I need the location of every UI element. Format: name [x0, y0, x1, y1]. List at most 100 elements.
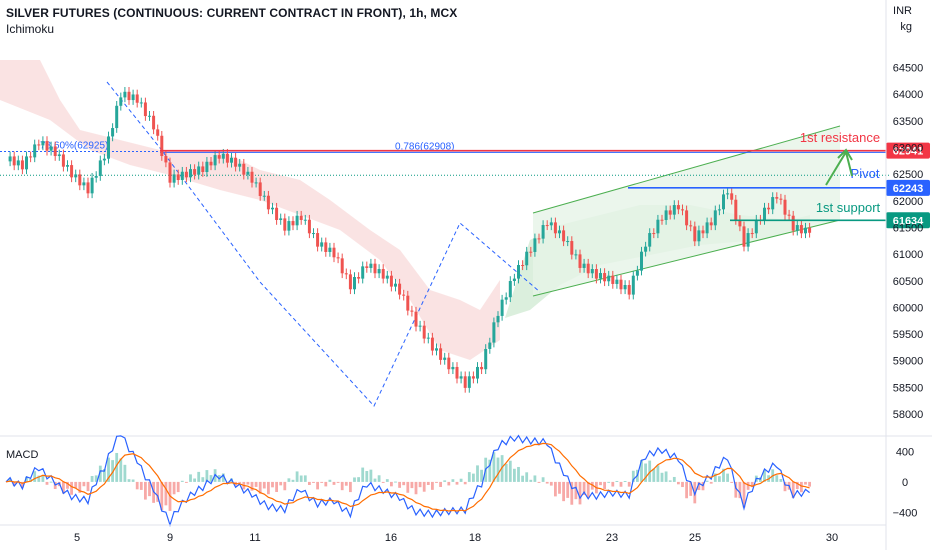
candle-body: [312, 233, 315, 235]
candle-body: [586, 263, 590, 274]
candle-body: [545, 225, 549, 227]
macd-bar: [349, 481, 352, 493]
candle-body: [29, 156, 33, 158]
macd-bar: [410, 481, 414, 489]
macd-bar: [103, 469, 106, 482]
macd-bar: [418, 481, 422, 488]
macd-bar: [533, 475, 537, 482]
macd-bar: [172, 481, 176, 495]
candle-body: [61, 154, 65, 167]
macd-bar: [340, 481, 344, 491]
candle-body: [213, 155, 217, 166]
candle-body: [238, 163, 242, 167]
macd-bar: [574, 481, 578, 500]
candle-body: [418, 325, 422, 327]
macd-bar: [377, 475, 381, 482]
candle-body: [283, 218, 287, 231]
candle-body: [574, 254, 578, 256]
candle-body: [672, 205, 676, 215]
candle-body: [414, 311, 418, 327]
macd-bar: [623, 480, 627, 482]
macd-bar: [513, 468, 516, 482]
macd-bar: [685, 481, 688, 499]
candle-body: [553, 222, 557, 234]
macd-bar: [201, 477, 205, 482]
macd-bar: [808, 481, 811, 487]
macd-bar: [677, 481, 680, 485]
candle-body: [570, 241, 574, 255]
candle-body: [242, 163, 246, 175]
macd-bar: [82, 481, 86, 487]
macd-bar: [443, 480, 447, 482]
candle-body: [180, 171, 184, 181]
candlesticks: [8, 87, 812, 393]
candle-body: [734, 199, 738, 220]
candle-body: [631, 275, 635, 295]
macd-bar: [795, 481, 799, 489]
candle-body: [139, 102, 143, 104]
candle-body: [492, 322, 496, 343]
candle-body: [336, 257, 340, 259]
macd-bar: [570, 481, 574, 505]
macd-bar: [144, 481, 147, 500]
macd-bar: [344, 481, 348, 486]
candle-body: [33, 144, 37, 158]
macd-bar: [37, 475, 41, 482]
macd-bar: [467, 472, 471, 482]
macd-bar: [123, 464, 127, 482]
price-tick: 64000: [893, 89, 924, 101]
macd-bar: [94, 475, 98, 482]
candle-body: [90, 177, 94, 194]
macd-bar: [554, 481, 557, 497]
level-label-1: Pivot: [851, 166, 880, 181]
candle-body: [775, 197, 779, 199]
candle-body: [156, 129, 160, 136]
candle-body: [709, 222, 713, 226]
macd-bar: [180, 480, 184, 482]
candle-body: [369, 263, 373, 268]
candle-body: [693, 226, 697, 242]
macd-bar: [250, 481, 254, 491]
macd-bar: [308, 481, 311, 486]
zigzag-lines: [106, 81, 541, 407]
candle-body: [558, 230, 561, 234]
price-tick: 63500: [893, 116, 924, 128]
candle-body: [230, 157, 233, 163]
candle-body: [275, 207, 279, 220]
candle-body: [262, 195, 266, 197]
macd-bar: [791, 481, 795, 498]
macd-bar: [66, 481, 69, 489]
candle-body: [533, 238, 537, 252]
candle-body: [512, 278, 516, 282]
candle-body: [668, 210, 672, 215]
macd-bar: [422, 481, 426, 492]
macd-bar: [672, 476, 676, 482]
candle-body: [152, 115, 156, 130]
candle-body: [250, 171, 254, 183]
time-tick: 5: [74, 532, 80, 544]
candle-body: [332, 247, 336, 258]
macd-bar: [718, 476, 721, 482]
candle-body: [258, 182, 262, 197]
candle-body: [8, 156, 12, 162]
candle-body: [307, 219, 311, 234]
key-levels: 62941 62243 61634 1st resistance Pivot 1st su…: [160, 130, 930, 229]
candle-body: [488, 342, 492, 349]
candle-body: [164, 156, 168, 163]
candle-body: [541, 225, 545, 239]
candle-body: [160, 135, 164, 157]
macd-bar: [148, 481, 151, 497]
macd-bar: [119, 458, 123, 482]
macd-bar: [709, 481, 713, 484]
macd-bar: [492, 452, 496, 482]
macd-bar: [615, 480, 619, 482]
macd-bar: [476, 465, 479, 482]
macd-bar: [738, 481, 742, 499]
candle-body: [476, 366, 479, 379]
macd-bar: [295, 471, 299, 482]
macd-bar: [804, 481, 807, 485]
macd-bar: [33, 471, 37, 482]
macd-bar: [135, 481, 139, 490]
candle-body: [168, 162, 172, 183]
macd-bar: [705, 480, 709, 482]
